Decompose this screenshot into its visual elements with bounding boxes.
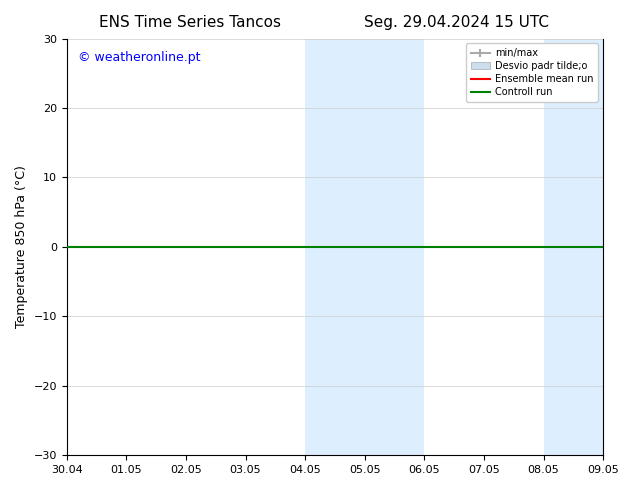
Bar	[543, 39, 603, 455]
Bar	[305, 39, 365, 455]
Legend: min/max, Desvio padr tilde;o, Ensemble mean run, Controll run: min/max, Desvio padr tilde;o, Ensemble m…	[466, 44, 598, 102]
Text: © weatheronline.pt: © weatheronline.pt	[77, 51, 200, 64]
Y-axis label: Temperature 850 hPa (°C): Temperature 850 hPa (°C)	[15, 166, 28, 328]
Text: Seg. 29.04.2024 15 UTC: Seg. 29.04.2024 15 UTC	[364, 15, 549, 30]
Text: ENS Time Series Tancos: ENS Time Series Tancos	[99, 15, 281, 30]
Bar	[365, 39, 424, 455]
